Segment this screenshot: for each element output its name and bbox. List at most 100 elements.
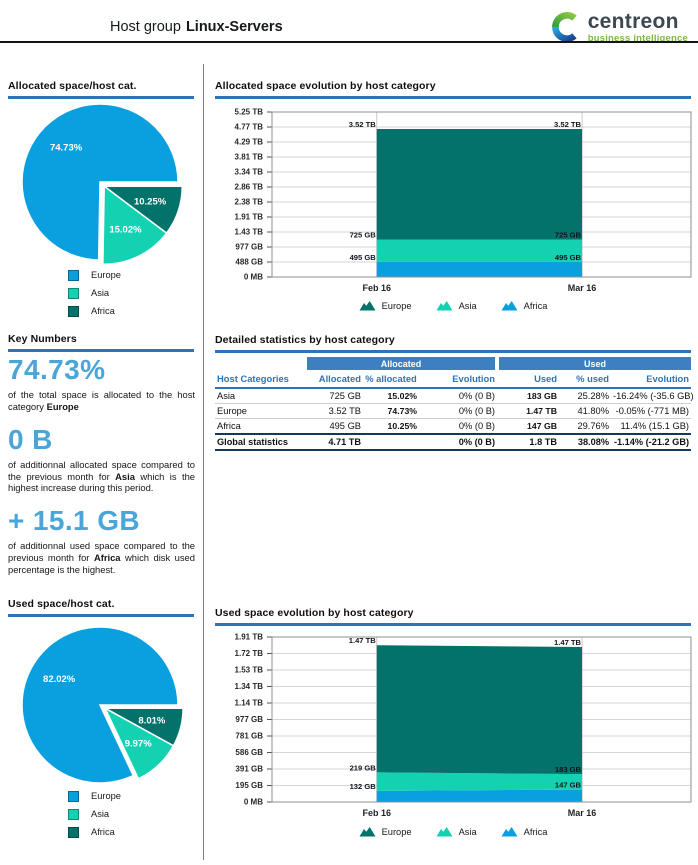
legend-item: Asia [436, 300, 477, 311]
table-cell: Global statistics [215, 433, 307, 452]
table-cell: 1.8 TB [497, 433, 559, 452]
centreon-logo: centreon business intelligence [551, 11, 688, 44]
table-cell: 725 GB [307, 387, 363, 404]
y-axis-label: 977 GB [235, 715, 263, 724]
key-number-value: 0 B [8, 423, 53, 455]
table-cell: Africa [215, 418, 307, 435]
table-cell: -1.14% (-21.2 GB) [611, 433, 692, 452]
key-number-text-pre: of additionnal used space compared to th… [8, 540, 195, 564]
used-pie-legend: Europe Asia Africa [68, 787, 121, 841]
y-axis-label: 1.14 TB [235, 699, 264, 708]
y-axis-label: 1.91 TB [235, 633, 264, 642]
table-cell: 15.02% [363, 387, 419, 404]
legend-swatch [68, 808, 79, 820]
column-header-pct-used: % used [559, 370, 611, 389]
y-axis-label: 0 MB [244, 273, 263, 282]
y-axis-label: 1.91 TB [235, 213, 264, 222]
y-axis-label: 1.53 TB [235, 666, 264, 675]
page-title-prefix: Host group [110, 19, 181, 35]
key-number-text: of additionnal used space compared to th… [8, 540, 195, 575]
legend-label: Africa [91, 827, 115, 837]
y-axis-label: 391 GB [235, 765, 263, 774]
legend-item: Africa [68, 302, 121, 320]
legend-label: Africa [91, 306, 115, 316]
pie-slice-europe [21, 626, 179, 784]
legend-label: Asia [458, 826, 477, 837]
table-row: Europe 3.52 TB 74.73% 0% (0 B) 1.47 TB 41.80%… [215, 403, 692, 420]
key-number-value: + 15.1 GB [8, 505, 141, 537]
y-axis-label: 0 MB [244, 798, 263, 807]
pie-slice-label: 82.02% [43, 674, 76, 685]
legend-label: Africa [523, 300, 548, 311]
legend-item: Africa [501, 300, 548, 311]
y-axis-label: 4.29 TB [235, 138, 264, 147]
key-number-text-pre: of the total space is allocated to the h… [8, 389, 195, 413]
section-title-allocated-evolution: Allocated space evolution by host catego… [215, 80, 691, 99]
y-axis-label: 586 GB [235, 748, 263, 757]
y-axis-label: 977 GB [235, 243, 263, 252]
y-axis-label: 2.86 TB [235, 183, 264, 192]
pie-slice-label: 15.02% [109, 225, 142, 236]
pie-slice-europe [21, 103, 179, 261]
area-series-asia [376, 239, 583, 262]
table-cell: -16.24% (-35.6 GB) [611, 387, 694, 404]
y-axis-label: 5.25 TB [235, 108, 264, 117]
legend-label: Europe [91, 270, 121, 280]
table-cell: Europe [215, 403, 307, 420]
table-cell: 10.25% [363, 418, 419, 435]
area-legend-icon [501, 301, 518, 311]
pie-slice-asia [103, 706, 175, 780]
table-total-row: Global statistics 4.71 TB 0% (0 B) 1.8 TB 38… [215, 433, 692, 452]
legend-label: Asia [458, 300, 477, 311]
header-divider [0, 41, 698, 43]
table-cell: 41.80% [559, 403, 611, 420]
y-axis-label: 1.43 TB [235, 228, 264, 237]
plot-border [271, 111, 692, 278]
y-axis-label: 781 GB [235, 732, 263, 741]
column-divider [203, 64, 204, 860]
table-group-used: Used [494, 357, 692, 370]
data-point-label: 1.47 TB [349, 636, 377, 645]
y-axis-label: 3.34 TB [235, 168, 264, 177]
table-cell [363, 433, 419, 452]
y-axis-label: 1.72 TB [235, 649, 264, 658]
x-axis-label: Mar 16 [568, 808, 597, 818]
table-header-row: Host Categories Allocated % allocated Ev… [215, 370, 692, 389]
allocated-pie-chart: 10.25% 15.02% 74.73% [21, 103, 183, 266]
legend-label: Africa [523, 826, 548, 837]
column-header-allocated: Allocated [307, 370, 363, 389]
area-series-africa [376, 789, 583, 802]
table-cell: -0.05% (-771 MB) [611, 403, 692, 420]
key-number-text-post: which is the highest increase during thi… [8, 470, 195, 494]
section-title-key-numbers: Key Numbers [8, 333, 194, 352]
y-axis-label: 1.34 TB [235, 682, 264, 691]
section-title-detailed-statistics: Detailed statistics by host category [215, 334, 691, 353]
table-row: Africa 495 GB 10.25% 0% (0 B) 147 GB 29.76% 11… [215, 418, 692, 435]
legend-item: Europe [359, 826, 412, 837]
column-header-host-categories: Host Categories [215, 370, 307, 389]
x-axis-label: Mar 16 [568, 283, 597, 293]
y-axis-label: 488 GB [235, 258, 263, 267]
area-series-asia [376, 772, 583, 791]
table-cell: 0% (0 B) [419, 433, 497, 452]
key-number-text-post: which disk used percentage is the highes… [8, 552, 195, 575]
legend-item: Asia [68, 284, 121, 302]
y-axis-label: 195 GB [235, 781, 263, 790]
data-point-label: 219 GB [350, 763, 377, 772]
table-group-header-row: Allocated Used [215, 357, 692, 370]
data-point-label: 495 GB [555, 253, 582, 262]
table-cell: 147 GB [497, 418, 559, 435]
data-point-label: 3.52 TB [554, 120, 582, 129]
allocated-evolution-legend: Europe Asia Africa [215, 300, 691, 311]
pie-slice-label: 74.73% [50, 143, 83, 154]
area-series-africa [376, 261, 583, 277]
legend-item: Asia [68, 805, 121, 823]
used-evolution-legend: Europe Asia Africa [215, 826, 691, 837]
table-cell: 38.08% [559, 433, 611, 452]
legend-label: Europe [91, 791, 121, 801]
column-header-evolution-used: Evolution [611, 370, 692, 389]
area-legend-icon [359, 827, 376, 837]
key-number-value: 74.73% [8, 354, 106, 385]
legend-item: Africa [68, 823, 121, 841]
pie-slice-label: 9.97% [125, 738, 152, 749]
